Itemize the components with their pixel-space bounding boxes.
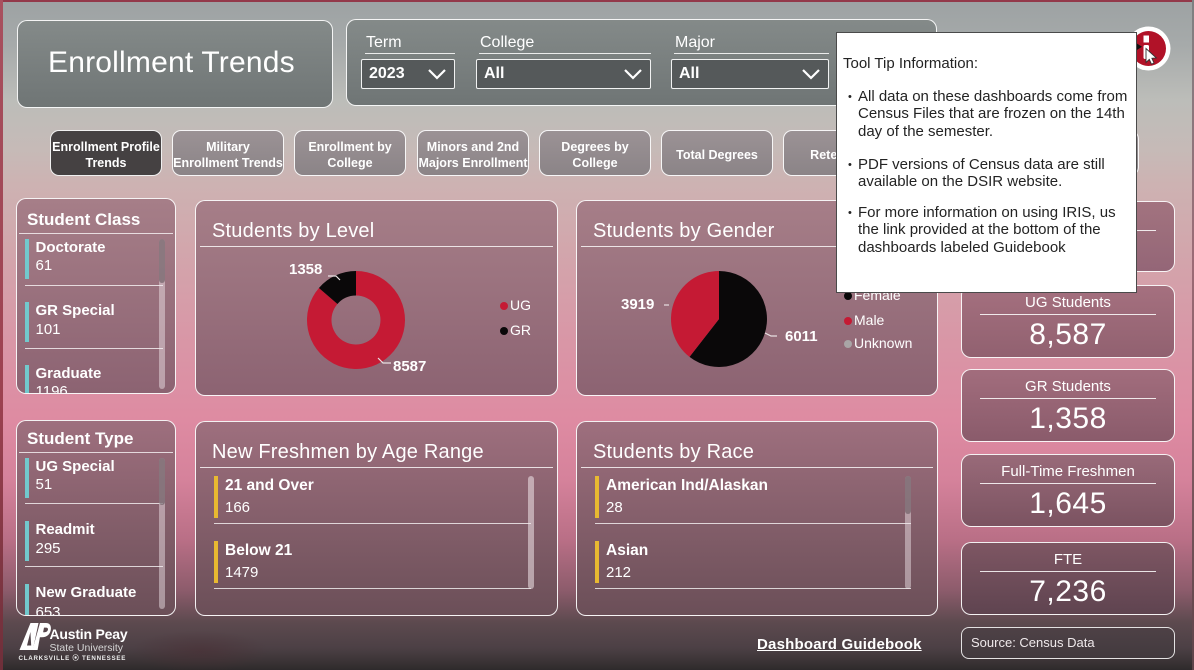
svg-text:3919: 3919 <box>621 296 654 313</box>
svg-text:6011: 6011 <box>785 328 818 345</box>
svg-text:1358: 1358 <box>289 261 322 278</box>
svg-text:Austin Peay: Austin Peay <box>50 626 128 642</box>
svg-text:8587: 8587 <box>393 358 426 375</box>
svg-text:CLARKSVILLE ⦿ TENNESSEE: CLARKSVILLE ⦿ TENNESSEE <box>19 654 127 662</box>
svg-text:State University: State University <box>50 642 124 654</box>
